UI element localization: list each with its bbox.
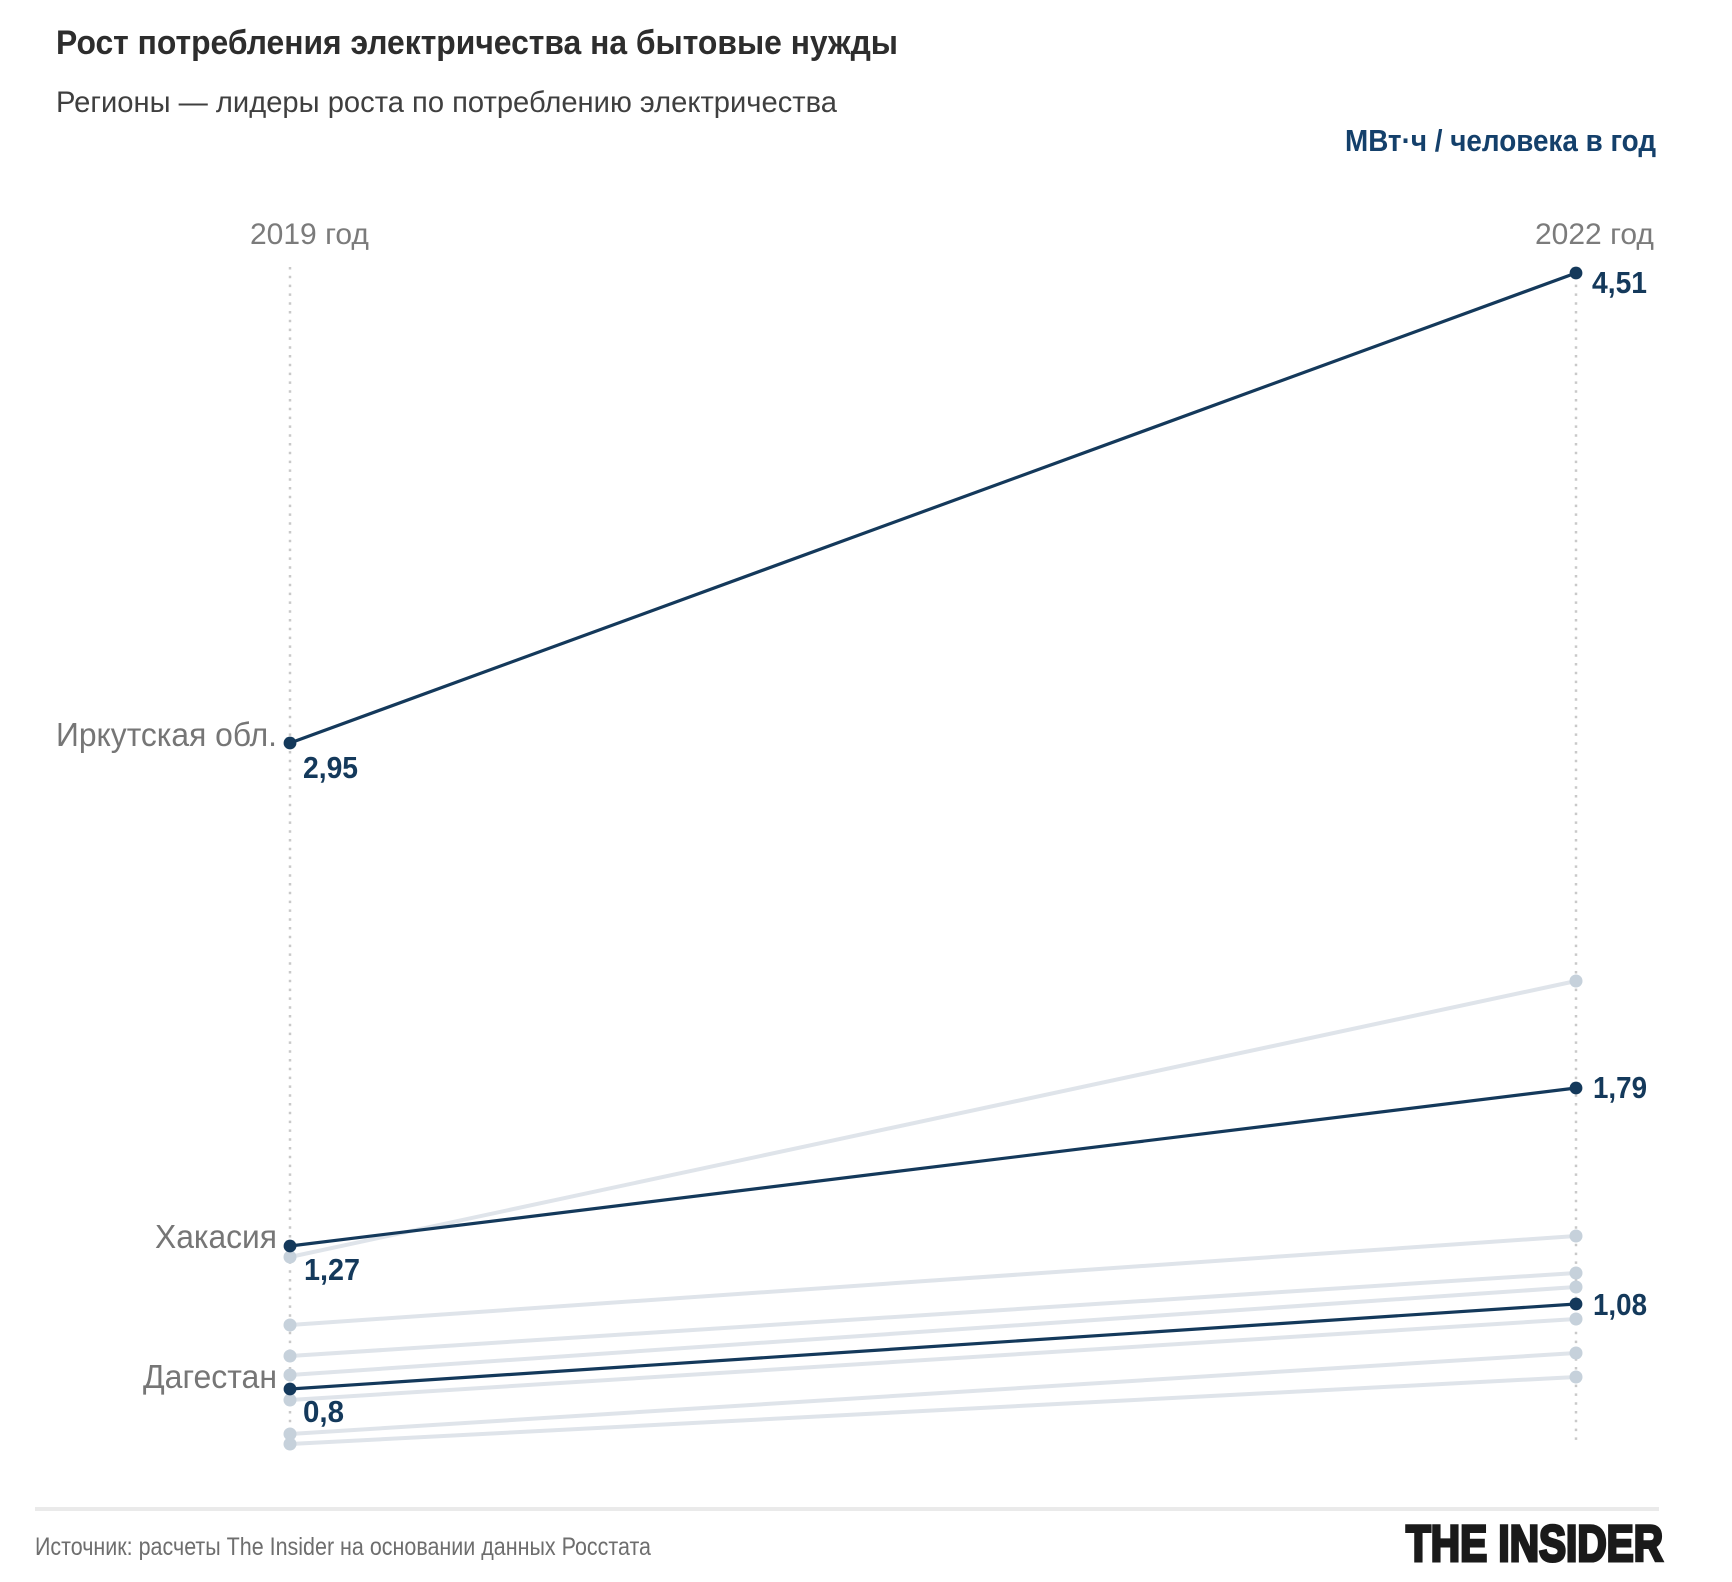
svg-text:1,27: 1,27: [304, 1252, 360, 1287]
svg-text:THE INSIDER: THE INSIDER: [1406, 1515, 1663, 1572]
svg-text:4,51: 4,51: [1592, 265, 1647, 300]
svg-text:2022 год: 2022 год: [1535, 218, 1654, 251]
svg-text:Рост потребления электричества: Рост потребления электричества на бытовы…: [56, 24, 898, 62]
svg-text:Регионы — лидеры роста по потр: Регионы — лидеры роста по потреблению эл…: [56, 86, 837, 119]
svg-text:Дагестан: Дагестан: [143, 1358, 277, 1395]
svg-text:0,8: 0,8: [303, 1394, 344, 1429]
svg-text:2,95: 2,95: [303, 750, 358, 785]
svg-text:2019 год: 2019 год: [250, 218, 369, 251]
svg-text:Хакасия: Хакасия: [155, 1218, 277, 1255]
svg-text:Источник: расчеты The Insider: Источник: расчеты The Insider на основан…: [35, 1533, 651, 1561]
svg-text:Иркутская обл.: Иркутская обл.: [56, 716, 277, 753]
svg-text:1,08: 1,08: [1593, 1287, 1647, 1322]
svg-text:МВт·ч / человека в год: МВт·ч / человека в год: [1345, 123, 1656, 158]
svg-text:1,79: 1,79: [1593, 1070, 1647, 1105]
